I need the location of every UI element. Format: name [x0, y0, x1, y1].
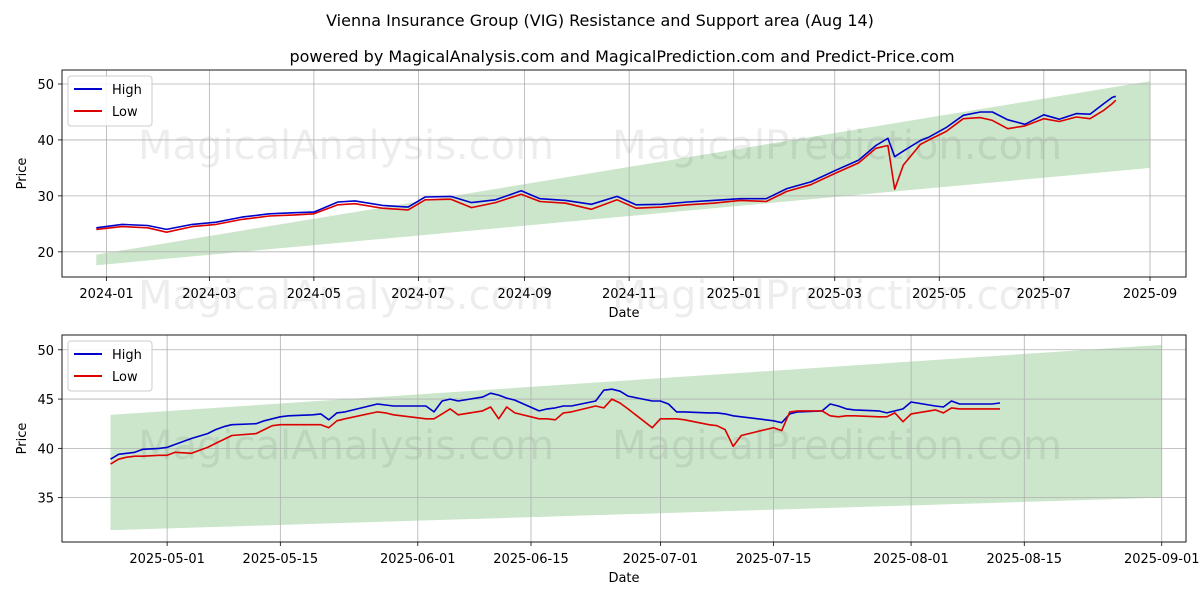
x-tick-label: 2024-05 — [287, 287, 341, 302]
y-axis-label: Price — [15, 423, 30, 455]
y-tick-label: 45 — [37, 393, 54, 408]
y-tick-label: 20 — [37, 246, 54, 261]
plot-frame — [61, 334, 1187, 543]
legend-label-high: High — [112, 348, 142, 363]
x-tick-label: 2025-08-15 — [986, 552, 1062, 567]
chart-subtitle: powered by MagicalAnalysis.com and Magic… — [289, 47, 954, 66]
x-tick-label: 2025-07-15 — [736, 552, 812, 567]
x-tick-label: 2024-07 — [391, 287, 445, 302]
legend-label-low: Low — [112, 370, 138, 385]
series-line-low — [110, 398, 1000, 465]
y-tick-label: 40 — [37, 134, 54, 149]
x-tick-label: 2025-06-01 — [380, 552, 456, 567]
plot-frame — [61, 69, 1187, 278]
chart-panel-bottom: MagicalAnalysis.com MagicalPrediction.com… — [15, 334, 1200, 586]
x-tick-label: 2025-07-01 — [623, 552, 699, 567]
chart-panel-top: MagicalAnalysis.com MagicalPrediction.com… — [15, 69, 1187, 321]
series-line-high — [96, 95, 1117, 231]
x-tick-label: 2025-07 — [1017, 287, 1071, 302]
y-tick-label: 30 — [37, 190, 54, 205]
watermark-text: MagicalAnalysis.com — [138, 423, 554, 469]
series-line-high — [110, 388, 1001, 460]
x-tick-label: 2025-05 — [912, 287, 966, 302]
y-tick-label: 50 — [37, 78, 54, 93]
x-tick-label: 2025-05-15 — [243, 552, 319, 567]
y-tick-label: 50 — [37, 344, 54, 359]
x-tick-label: 2025-05-01 — [129, 552, 205, 567]
watermark-text: MagicalPrediction.com — [612, 423, 1062, 469]
legend-label-low: Low — [112, 105, 138, 120]
x-tick-label: 2025-01 — [706, 287, 760, 302]
watermark-text: MagicalPrediction.com — [612, 273, 1062, 319]
x-tick-label: 2025-08-01 — [873, 552, 949, 567]
y-tick-label: 35 — [37, 492, 54, 507]
x-tick-label: 2024-09 — [497, 287, 551, 302]
x-tick-label: 2024-11 — [602, 287, 656, 302]
chart-title: Vienna Insurance Group (VIG) Resistance … — [326, 11, 874, 30]
x-tick-label: 2024-01 — [79, 287, 133, 302]
legend-label-high: High — [112, 83, 142, 98]
watermark-text: MagicalAnalysis.com — [138, 273, 554, 319]
watermark-text: MagicalAnalysis.com — [138, 123, 554, 169]
support-resistance-band — [96, 81, 1151, 266]
y-tick-label: 40 — [37, 442, 54, 457]
x-tick-label: 2025-06-15 — [493, 552, 569, 567]
x-tick-label: 2025-03 — [808, 287, 862, 302]
support-resistance-band — [110, 344, 1162, 531]
x-axis-label: Date — [608, 571, 639, 586]
series-line-low — [96, 99, 1117, 233]
x-tick-label: 2025-09-01 — [1124, 552, 1200, 567]
watermark-text: MagicalPrediction.com — [612, 123, 1062, 169]
y-axis-label: Price — [15, 158, 30, 190]
x-tick-label: 2025-09 — [1123, 287, 1177, 302]
x-axis-label: Date — [608, 306, 639, 321]
x-tick-label: 2024-03 — [182, 287, 236, 302]
